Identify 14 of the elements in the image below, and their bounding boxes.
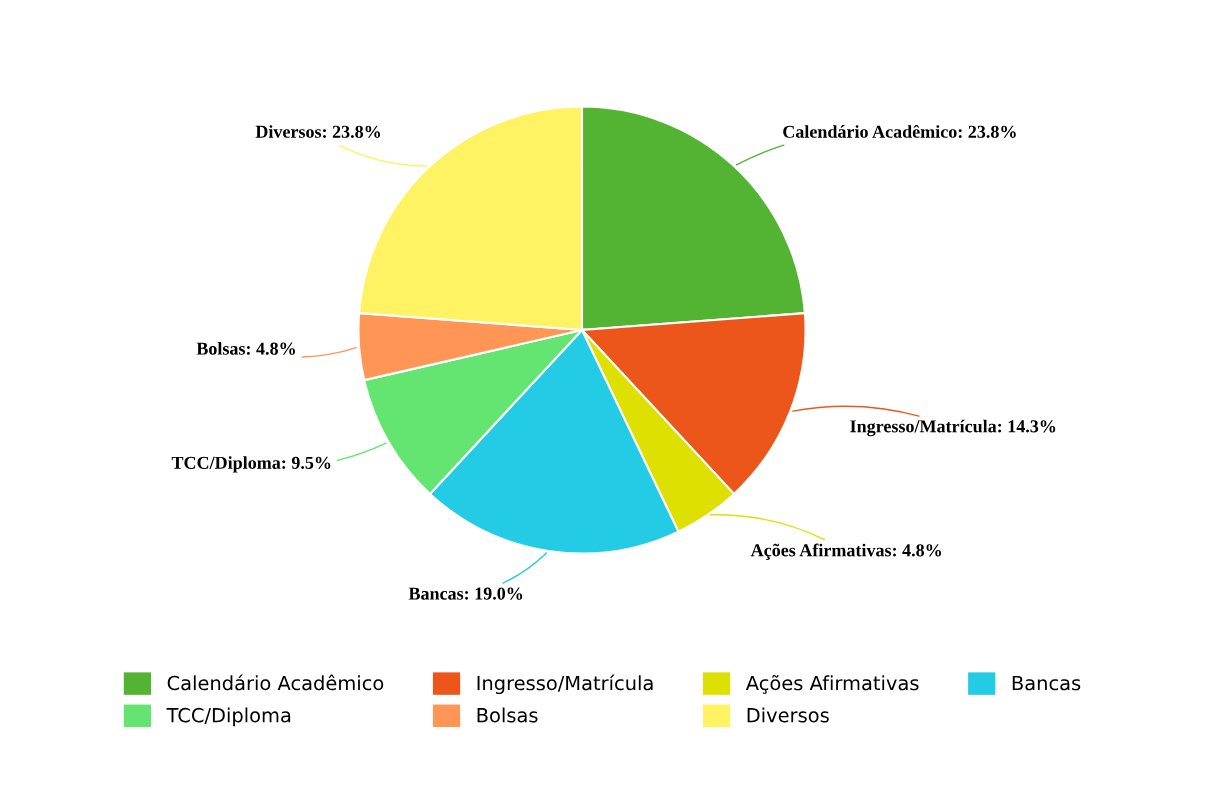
- legend-label: Ações Afirmativas: [745, 674, 919, 694]
- data-label: Diversos: 23.8%: [255, 125, 381, 138]
- data-label: Ações Afirmativas: 4.8%: [750, 543, 942, 560]
- legend-label: Ingresso/Matrícula: [477, 674, 653, 695]
- data-label: Ingresso/Matrícula: 14.3%: [850, 419, 1056, 437]
- data-label: TCC/Diploma: 9.5%: [171, 456, 331, 473]
- legend-label: Diversos: [747, 707, 829, 723]
- legend-label: Bolsas: [477, 707, 538, 723]
- data-label: Bancas: 19.0%: [408, 587, 523, 600]
- data-label: Bolsas: 4.8%: [196, 342, 295, 355]
- legend-label: TCC/Diploma: [166, 707, 291, 727]
- data-label: Calendário Acadêmico: 23.8%: [783, 124, 1016, 138]
- legend-label: Bancas: [1012, 675, 1081, 691]
- legend-label: Calendário Acadêmico: [167, 674, 384, 691]
